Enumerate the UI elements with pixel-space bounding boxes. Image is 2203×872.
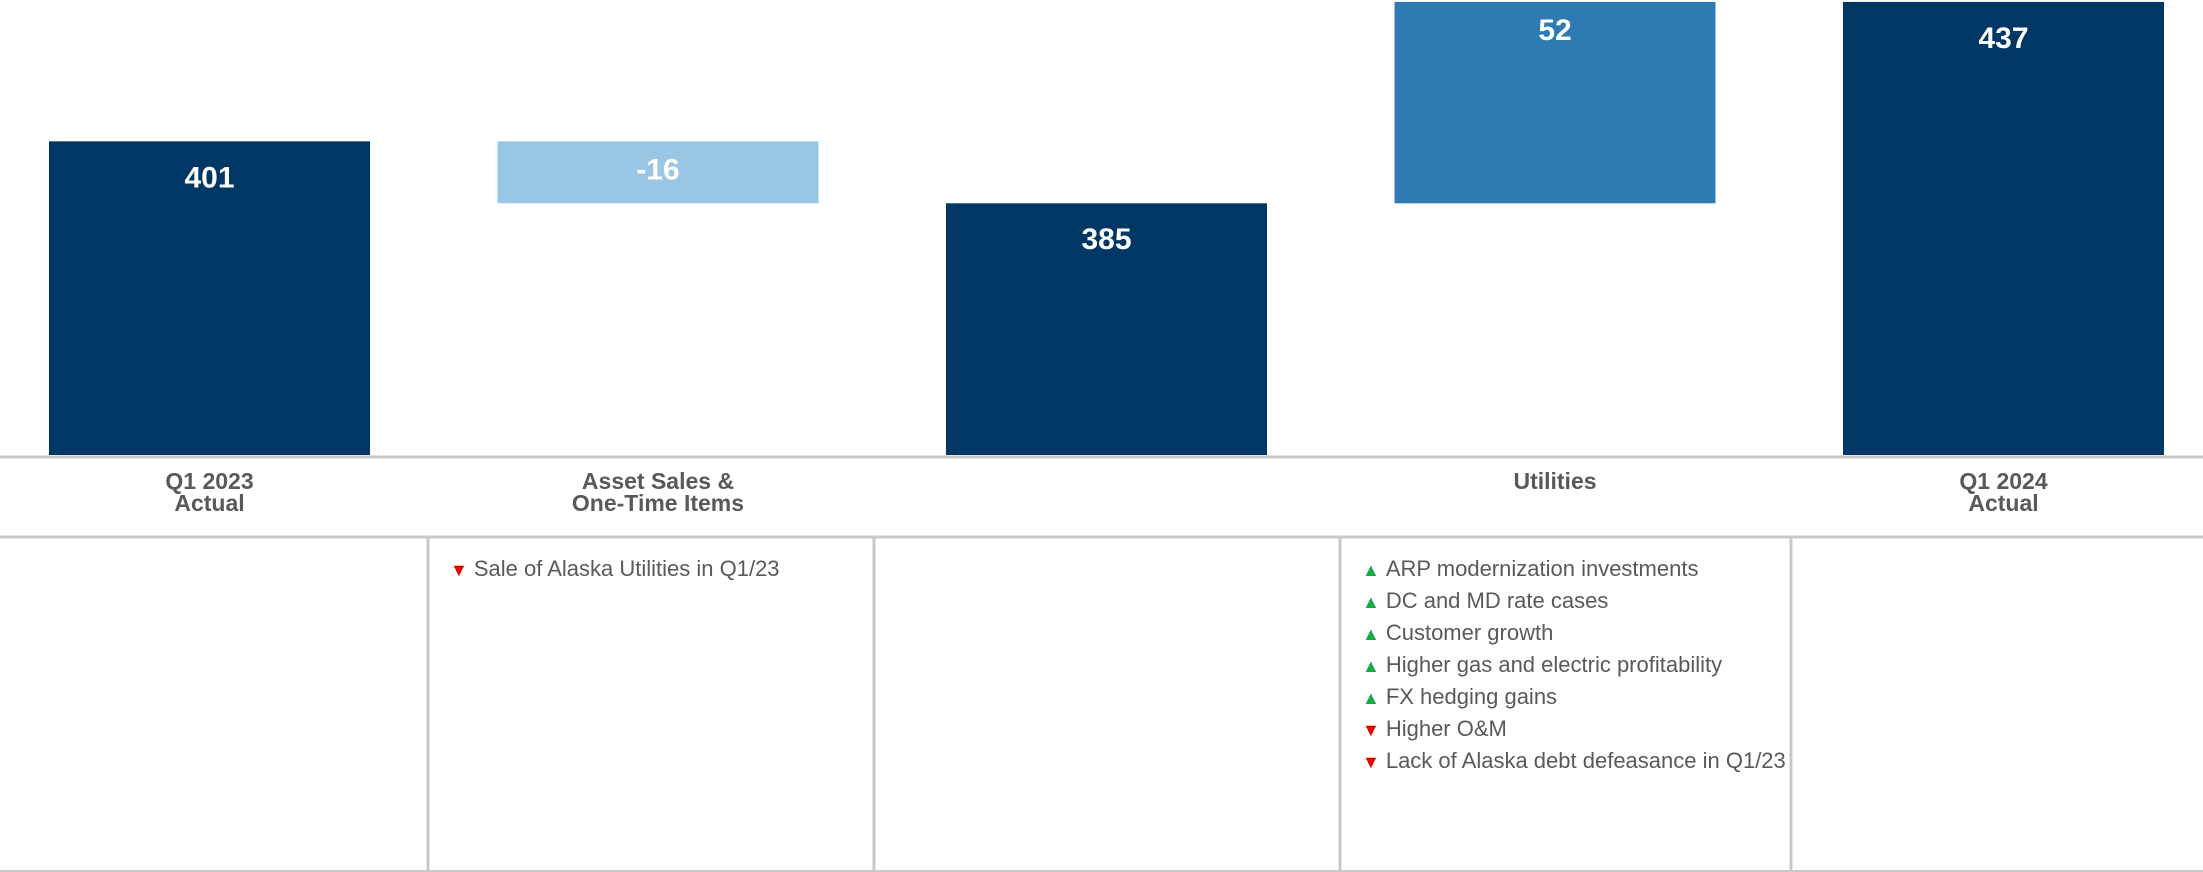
value-label: -16 bbox=[636, 153, 679, 186]
note-text: DC and MD rate cases bbox=[1385, 588, 1609, 613]
note: ▼ Higher O&M bbox=[1362, 716, 1507, 742]
note-text: Higher O&M bbox=[1385, 716, 1507, 741]
note-text: Higher gas and electric profitability bbox=[1385, 652, 1723, 677]
category-label: Asset Sales & One-Time Items bbox=[571, 468, 745, 516]
note-arrow: ▲ bbox=[1362, 656, 1380, 676]
note-arrow: ▲ bbox=[1362, 560, 1380, 580]
note: ▲ ARP modernization investments bbox=[1362, 556, 1698, 582]
note: ▲ Higher gas and electric profitability bbox=[1362, 652, 1722, 678]
note-arrow: ▼ bbox=[450, 560, 468, 580]
note-arrow: ▼ bbox=[1362, 752, 1380, 772]
note-text: Sale of Alaska Utilities in Q1/23 bbox=[473, 556, 780, 581]
note-text: Customer growth bbox=[1385, 620, 1554, 645]
value-label: 385 bbox=[1081, 223, 1131, 256]
note-text: ARP modernization investments bbox=[1385, 556, 1699, 581]
category-label: Q1 2024 Actual bbox=[1959, 468, 2048, 516]
note: ▲ DC and MD rate cases bbox=[1362, 588, 1608, 614]
bar bbox=[946, 203, 1267, 455]
bar bbox=[49, 141, 370, 455]
value-label: 52 bbox=[1538, 14, 1571, 47]
bar bbox=[1394, 1, 1716, 204]
category-label: Q1 2023 Actual bbox=[165, 468, 254, 516]
value-label: 437 bbox=[1978, 22, 2028, 55]
note-arrow: ▼ bbox=[1362, 720, 1380, 740]
note: ▼ Lack of Alaska debt defeasance in Q1/23 bbox=[1362, 748, 1786, 774]
note: ▼ Sale of Alaska Utilities in Q1/23 bbox=[450, 556, 780, 582]
bar bbox=[497, 141, 819, 204]
note-text: FX hedging gains bbox=[1385, 684, 1558, 709]
note: ▲ FX hedging gains bbox=[1362, 684, 1557, 710]
note-arrow: ▲ bbox=[1362, 624, 1380, 644]
note-text: Lack of Alaska debt defeasance in Q1/23 bbox=[1385, 748, 1786, 773]
category-label: Utilities bbox=[1513, 468, 1597, 494]
value-label: 401 bbox=[184, 161, 234, 194]
note: ▲ Customer growth bbox=[1362, 620, 1553, 646]
bar bbox=[1843, 1, 2164, 456]
note-arrow: ▲ bbox=[1362, 688, 1380, 708]
note-arrow: ▲ bbox=[1362, 592, 1380, 612]
